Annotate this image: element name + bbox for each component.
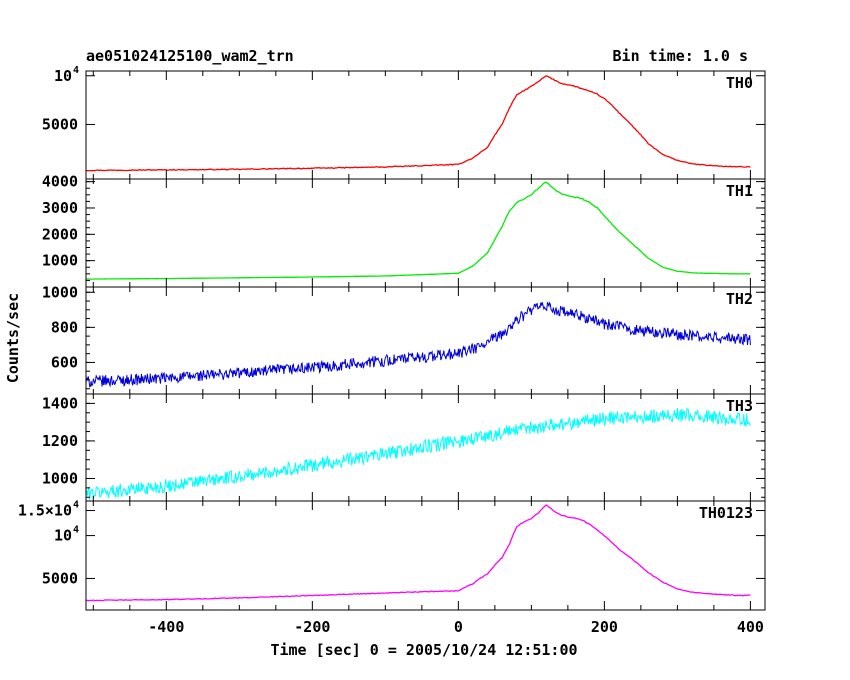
bin-time-label: Bin time: 1.0 s — [613, 47, 748, 65]
series-line-th1 — [85, 181, 751, 280]
chart-title: ae051024125100_wam2_trn — [86, 47, 294, 65]
panel-label-th0123: TH0123 — [699, 504, 753, 522]
y-tick-label: 10 — [54, 67, 72, 85]
y-tick-label: 5000 — [42, 569, 78, 587]
y-tick-label: 600 — [51, 353, 78, 371]
panel-frame — [85, 70, 766, 180]
panel-frame — [85, 286, 766, 395]
series-line-th0 — [85, 75, 751, 172]
y-tick-label: 1000 — [42, 252, 78, 270]
y-tick-label: 10 — [54, 527, 72, 545]
series-line-th3 — [85, 407, 751, 501]
y-tick-label: 5000 — [42, 115, 78, 133]
y-tick-label: 1.5×10 — [18, 502, 72, 520]
panel-th3: 1000 1200 1400 TH3 — [42, 393, 766, 502]
x-tick-label: -400 — [148, 618, 184, 636]
y-tick-exponent: 4 — [73, 65, 79, 76]
y-tick-exponent: 4 — [73, 525, 79, 536]
y-tick-label: 1400 — [42, 394, 78, 412]
x-tick-label: 400 — [737, 618, 764, 636]
panel-th1: 1000 2000 3000 4000 TH1 — [42, 173, 766, 288]
panel-th0: 5000 10 4 TH0 — [42, 65, 766, 180]
panel-label-th0: TH0 — [726, 74, 753, 92]
y-tick-label: 2000 — [42, 225, 78, 243]
panel-label-th2: TH2 — [726, 290, 753, 308]
x-axis-label: Time [sec] 0 = 2005/10/24 12:51:00 — [270, 641, 577, 659]
panel-frame — [85, 500, 766, 611]
series-line-th0123 — [85, 504, 751, 602]
y-tick-label: 3000 — [42, 199, 78, 217]
y-tick-label: 1000 — [42, 283, 78, 301]
panel-frame — [85, 393, 766, 502]
y-tick-label: 1000 — [42, 469, 78, 487]
y-tick-exponent: 4 — [73, 500, 79, 511]
y-tick-label: 1200 — [42, 432, 78, 450]
panel-label-th1: TH1 — [726, 182, 753, 200]
panel-th2: 600 800 1000 TH2 — [42, 283, 766, 395]
x-tick-label: 200 — [591, 618, 618, 636]
x-tick-label: 0 — [454, 618, 463, 636]
y-axis-label: Counts/sec — [4, 293, 22, 383]
panel-label-th3: TH3 — [726, 397, 753, 415]
panel-frame — [85, 178, 766, 288]
y-tick-label: 800 — [51, 318, 78, 336]
y-tick-label: 4000 — [42, 173, 78, 191]
x-tick-label: -200 — [294, 618, 330, 636]
series-line-th2 — [85, 301, 751, 388]
